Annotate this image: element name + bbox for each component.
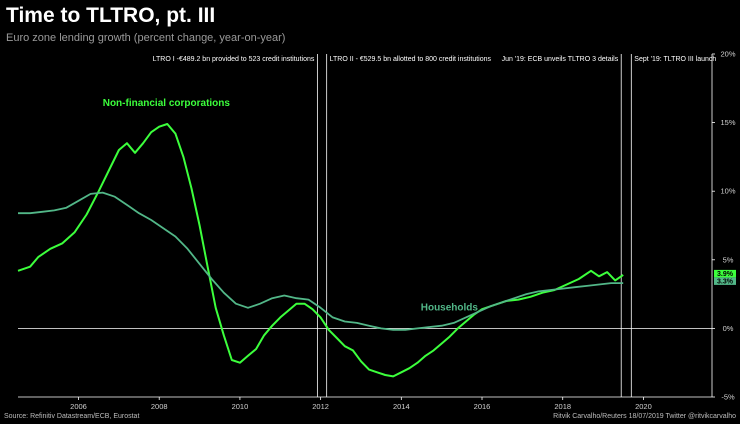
series-label-households: Households [421, 303, 479, 314]
y-tick-label: -5% [721, 393, 735, 402]
x-tick-label: 2010 [232, 402, 249, 411]
chart-text-layer: -5% 0% 5% 10% 15% 20% 2006 2008 2010 2012 2014 2016… [70, 50, 736, 411]
chart-axes [18, 53, 715, 400]
annotation-label: Jun '19: ECB unveils TLTRO 3 details [502, 56, 619, 63]
households-line [18, 191, 624, 331]
households-last-value-badge-bg [714, 277, 736, 285]
y-tick-label: 20% [720, 50, 735, 59]
y-tick-label: 5% [723, 255, 734, 264]
nfc-last-value-badge: 3.9% [717, 271, 734, 278]
chart-title: Time to TLTRO, pt. III [6, 4, 216, 27]
annotation-label: Sept '19: TLTRO III launch [634, 56, 716, 63]
author-credit: Ritvik Carvalho/Reuters 18/07/2019 Twitt… [553, 413, 736, 420]
source-note: Source: Refinitiv Datastream/ECB, Eurost… [4, 413, 140, 420]
chart-subtitle: Euro zone lending growth (percent change… [6, 32, 286, 44]
nfc-line [17, 123, 624, 378]
x-tick-label: 2012 [312, 402, 329, 411]
annotation-vertical-lines [316, 54, 632, 397]
y-tick-label: 10% [720, 187, 735, 196]
y-tick-label: 0% [723, 324, 734, 333]
series-label-nfc: Non-financial corporations [103, 98, 231, 109]
annotation-label: LTRO II - €529.5 bn allotted to 800 cred… [330, 56, 492, 63]
nfc-last-value-badge-bg [714, 269, 736, 278]
y-tick-label: 15% [720, 118, 735, 127]
x-tick-label: 2016 [474, 402, 491, 411]
x-tick-label: 2008 [151, 402, 168, 411]
x-tick-label: 2006 [70, 402, 87, 411]
annotation-label: LTRO I -€489.2 bn provided to 523 credit… [153, 56, 315, 63]
chart-series [17, 123, 624, 378]
x-tick-label: 2018 [554, 402, 571, 411]
households-last-value-badge: 3.3% [717, 278, 734, 285]
x-tick-label: 2014 [393, 402, 410, 411]
x-tick-label: 2020 [635, 402, 652, 411]
